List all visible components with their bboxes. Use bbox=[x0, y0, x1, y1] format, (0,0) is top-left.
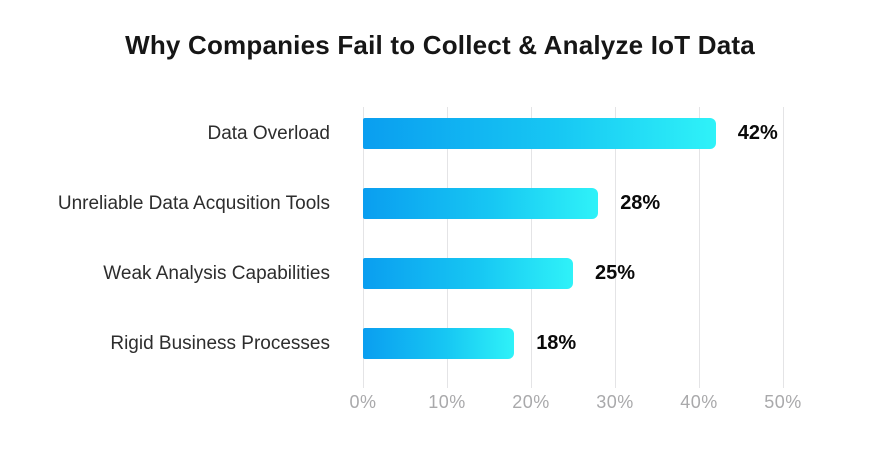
bar-row-unreliable-tools: Unreliable Data Acqusition Tools 28% bbox=[0, 188, 880, 219]
bar-unreliable-tools bbox=[363, 188, 599, 219]
x-tick-label: 20% bbox=[512, 392, 550, 412]
gridline-10pct bbox=[447, 107, 448, 388]
bar-row-weak-analysis: Weak Analysis Capabilities 25% bbox=[0, 258, 880, 289]
gridline-0pct bbox=[363, 107, 364, 388]
category-label: Unreliable Data Acqusition Tools bbox=[57, 193, 330, 214]
category-label: Data Overload bbox=[207, 123, 330, 144]
bar-rigid-processes bbox=[363, 328, 515, 359]
value-label: 25% bbox=[595, 262, 636, 284]
bar-row-rigid-processes: Rigid Business Processes 18% bbox=[0, 328, 880, 359]
gridline-20pct bbox=[531, 107, 532, 388]
bar-weak-analysis bbox=[363, 258, 573, 289]
x-tick-label: 50% bbox=[764, 392, 802, 412]
category-label: Rigid Business Processes bbox=[110, 333, 330, 354]
bar-data-overload bbox=[363, 118, 716, 149]
category-label: Weak Analysis Capabilities bbox=[103, 263, 330, 284]
bar-row-data-overload: Data Overload 42% bbox=[0, 118, 880, 149]
x-tick-label: 0% bbox=[349, 392, 377, 412]
gridline-40pct bbox=[699, 107, 700, 388]
value-label: 18% bbox=[536, 332, 577, 354]
x-tick-label: 10% bbox=[428, 392, 466, 412]
x-tick-label: 30% bbox=[596, 392, 634, 412]
value-label: 42% bbox=[737, 122, 778, 144]
gridline-50pct bbox=[783, 107, 784, 388]
chart-title: Why Companies Fail to Collect & Analyze … bbox=[125, 30, 755, 60]
value-label: 28% bbox=[620, 192, 661, 214]
x-tick-label: 40% bbox=[680, 392, 718, 412]
gridline-30pct bbox=[615, 107, 616, 388]
